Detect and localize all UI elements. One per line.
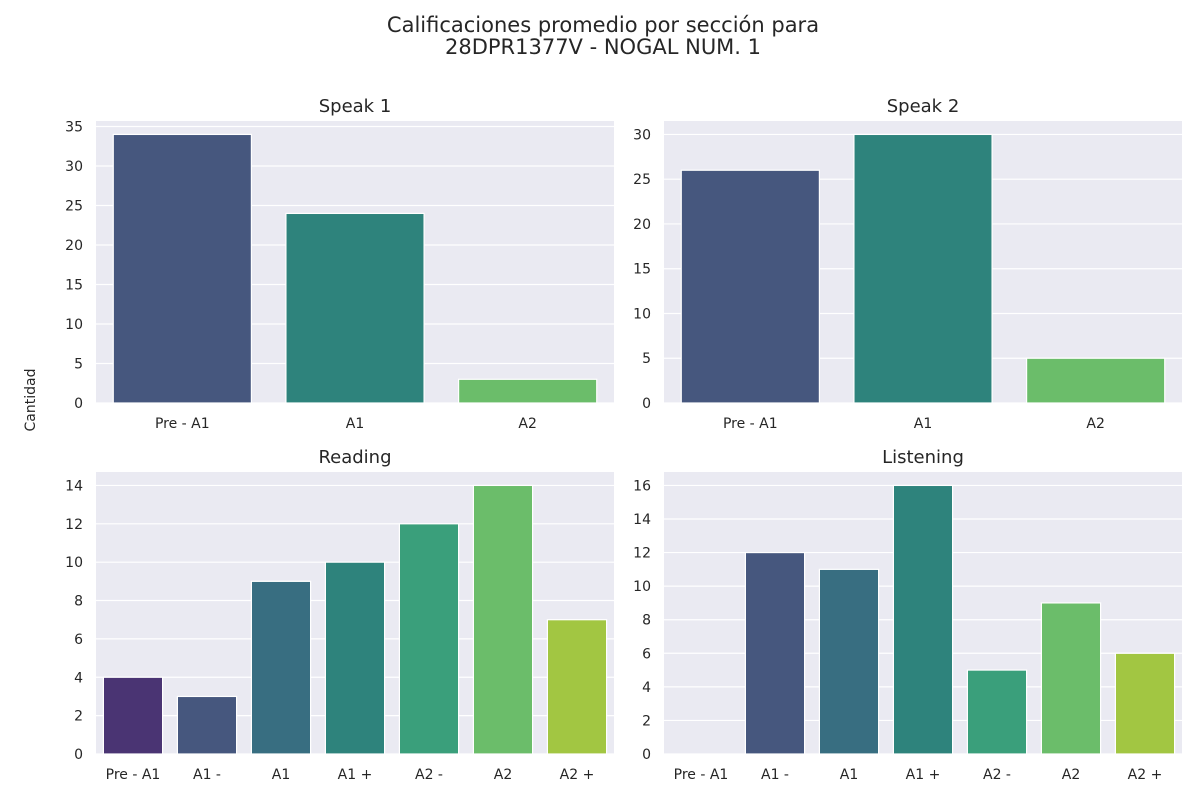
bar bbox=[285, 212, 425, 404]
y-tick-label: 10 bbox=[65, 317, 83, 333]
x-tick-label: A2 + bbox=[1128, 767, 1163, 783]
x-tick-label: A1 bbox=[914, 416, 932, 432]
y-tick-label: 0 bbox=[74, 396, 83, 412]
x-tick-label: A1 - bbox=[193, 767, 221, 783]
x-tick-label: Pre - A1 bbox=[106, 767, 161, 783]
x-tick-label: Pre - A1 bbox=[674, 767, 729, 783]
y-tick-label: 5 bbox=[642, 351, 651, 367]
y-tick-label: 30 bbox=[633, 127, 651, 143]
bar bbox=[818, 568, 880, 755]
figure-title-line-1: Calificaciones promedio por sección para bbox=[386, 13, 820, 37]
y-tick-label: 15 bbox=[633, 262, 651, 278]
x-tick-label: A2 + bbox=[560, 767, 595, 783]
y-tick-label: 12 bbox=[65, 517, 83, 533]
x-tick-label: A2 - bbox=[983, 767, 1011, 783]
y-tick-label: 25 bbox=[633, 172, 651, 188]
bar bbox=[324, 561, 386, 755]
y-tick-label: 20 bbox=[633, 217, 651, 233]
x-tick-label: Pre - A1 bbox=[723, 416, 778, 432]
y-tick-label: 30 bbox=[65, 159, 83, 175]
figure-title-line-2: 28DPR1377V - NOGAL NUM. 1 bbox=[444, 35, 762, 59]
y-tick-label: 25 bbox=[65, 199, 83, 215]
y-tick-label: 35 bbox=[65, 120, 83, 136]
bar bbox=[1025, 357, 1166, 404]
x-tick-label: A2 bbox=[518, 416, 536, 432]
x-tick-label: A1 + bbox=[338, 767, 373, 783]
y-tick-label: 14 bbox=[633, 512, 651, 528]
y-tick-label: 6 bbox=[74, 632, 83, 648]
y-tick-label: 5 bbox=[74, 357, 83, 373]
y-tick-label: 2 bbox=[642, 713, 651, 729]
bar bbox=[176, 695, 238, 755]
panel-title: Listening bbox=[882, 447, 964, 468]
y-tick-label: 4 bbox=[74, 670, 83, 686]
bar bbox=[398, 523, 460, 755]
y-tick-label: 12 bbox=[633, 546, 651, 562]
y-tick-label: 20 bbox=[65, 238, 83, 254]
y-tick-label: 10 bbox=[633, 579, 651, 595]
panel-listening: 0 2 4 6 8 10 12 14 16 Pre - A1 A1 - A1 A1 + A2 - A2 A2 … bbox=[633, 447, 1182, 783]
y-tick-label: 8 bbox=[642, 613, 651, 629]
bar bbox=[112, 133, 253, 404]
y-tick-label: 0 bbox=[642, 396, 651, 412]
panel-reading: 0 2 4 6 8 10 12 14 Pre - A1 A1 - A1 A1 + A2 - A2 A2 + R… bbox=[65, 447, 614, 783]
bar bbox=[1114, 652, 1176, 755]
y-tick-label: 4 bbox=[642, 680, 651, 696]
y-tick-label: 0 bbox=[642, 747, 651, 763]
bar bbox=[1040, 602, 1102, 755]
y-tick-label: 14 bbox=[65, 478, 83, 494]
x-tick-label: Pre - A1 bbox=[155, 416, 210, 432]
bar bbox=[250, 580, 312, 755]
x-tick-label: A2 bbox=[1086, 416, 1104, 432]
y-tick-label: 6 bbox=[642, 646, 651, 662]
panel-title: Speak 2 bbox=[887, 96, 960, 117]
y-tick-label: 0 bbox=[74, 747, 83, 763]
bar bbox=[853, 133, 993, 404]
y-tick-label: 8 bbox=[74, 594, 83, 610]
y-tick-label: 15 bbox=[65, 278, 83, 294]
y-tick-label: 2 bbox=[74, 709, 83, 725]
panel-title: Speak 1 bbox=[319, 96, 392, 117]
x-tick-label: A1 + bbox=[906, 767, 941, 783]
bar bbox=[472, 484, 534, 755]
y-tick-label: 10 bbox=[65, 555, 83, 571]
x-tick-label: A2 bbox=[494, 767, 512, 783]
y-tick-label: 10 bbox=[633, 306, 651, 322]
bar bbox=[744, 551, 806, 755]
y-tick-label: 16 bbox=[633, 478, 651, 494]
x-tick-label: A1 - bbox=[761, 767, 789, 783]
bar bbox=[966, 669, 1028, 755]
panel-title: Reading bbox=[318, 447, 391, 468]
bar bbox=[892, 484, 954, 755]
bar bbox=[546, 619, 608, 755]
panel-speak-2: 0 5 10 15 20 25 30 Pre - A1 A1 A2 Speak 2 bbox=[633, 96, 1182, 432]
figure-title: Calificaciones promedio por sección para… bbox=[0, 14, 1200, 58]
bar bbox=[680, 169, 820, 404]
x-tick-label: A2 - bbox=[415, 767, 443, 783]
x-tick-label: A1 bbox=[272, 767, 290, 783]
x-tick-label: A1 bbox=[346, 416, 364, 432]
bar bbox=[458, 378, 598, 404]
x-tick-label: A1 bbox=[840, 767, 858, 783]
panel-speak-1: 0 5 10 15 20 25 30 35 Pre - A1 A1 A2 Speak 1 bbox=[65, 96, 614, 432]
bar bbox=[102, 676, 164, 755]
x-tick-label: A2 bbox=[1062, 767, 1080, 783]
